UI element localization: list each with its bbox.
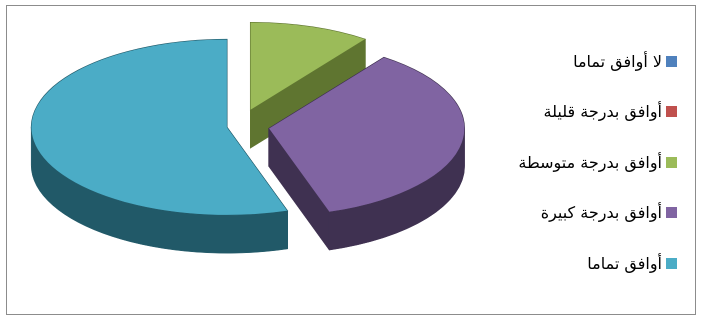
legend-swatch	[666, 207, 677, 218]
legend-label: لا أوافق تماما	[573, 51, 662, 71]
legend-item: أوافق تماما	[477, 252, 677, 274]
legend-item: أوافق بدرجة قليلة	[477, 101, 677, 123]
legend-item: لا أوافق تماما	[477, 50, 677, 72]
pie-slice	[249, 22, 367, 111]
legend-item: أوافق بدرجة كبيرة	[477, 202, 677, 224]
legend-swatch	[666, 106, 677, 117]
legend-label: أوافق بدرجة كبيرة	[540, 203, 662, 222]
legend-label: أوافق تماما	[587, 253, 662, 273]
chart-frame: لا أوافق تماما أوافق بدرجة قليلة أوافق بدر…	[6, 5, 696, 315]
legend-label: أوافق بدرجة قليلة	[543, 102, 662, 121]
legend: لا أوافق تماما أوافق بدرجة قليلة أوافق بدر…	[477, 50, 677, 303]
legend-item: أوافق بدرجة متوسطة	[477, 151, 677, 173]
legend-label: أوافق بدرجة متوسطة	[518, 152, 662, 172]
legend-swatch	[666, 55, 677, 67]
pie-slice	[268, 56, 465, 213]
pie-chart	[30, 22, 465, 254]
pie-slice	[30, 38, 289, 216]
legend-swatch	[666, 257, 677, 269]
legend-swatch	[666, 156, 677, 168]
